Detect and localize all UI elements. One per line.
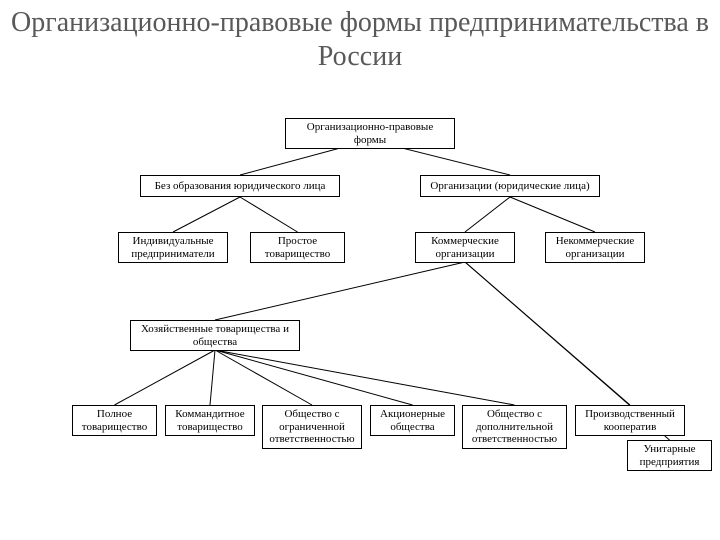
node-legal: Организации (юридические лица) — [420, 175, 600, 197]
edge-biz-komand — [210, 350, 215, 405]
edge-legal-noncomm — [510, 197, 595, 232]
edge-comm-coop — [465, 262, 630, 405]
node-full: Полное товарищество — [72, 405, 157, 436]
node-root: Организационно-правовые формы — [285, 118, 455, 149]
edge-biz-odo — [215, 350, 515, 405]
node-biz: Хозяйственные товарищества и общества — [130, 320, 300, 351]
node-komand: Коммандитное товарищество — [165, 405, 255, 436]
node-comm: Коммерческие организации — [415, 232, 515, 263]
node-unit: Унитарные предприятия — [627, 440, 712, 471]
node-simple: Простое товарищество — [250, 232, 345, 263]
edge-legal-comm — [465, 197, 510, 232]
edge-noLegal-indiv — [173, 197, 240, 232]
node-coop: Производственный кооператив — [575, 405, 685, 436]
node-indiv: Индивидуальные предприниматели — [118, 232, 228, 263]
edge-biz-ao — [215, 350, 413, 405]
node-ooo: Общество с ограниченной ответственностью — [262, 405, 362, 449]
page-title: Организационно-правовые формы предприним… — [0, 0, 720, 73]
node-noLegal: Без образования юридического лица — [140, 175, 340, 197]
node-noncomm: Некоммерческие организации — [545, 232, 645, 263]
node-odo: Общество с дополнительной ответственност… — [462, 405, 567, 449]
node-ao: Акционерные общества — [370, 405, 455, 436]
edge-biz-full — [115, 350, 216, 405]
edge-noLegal-simple — [240, 197, 298, 232]
edge-comm-biz — [215, 262, 465, 320]
edge-biz-ooo — [215, 350, 312, 405]
edges-layer — [0, 0, 720, 540]
